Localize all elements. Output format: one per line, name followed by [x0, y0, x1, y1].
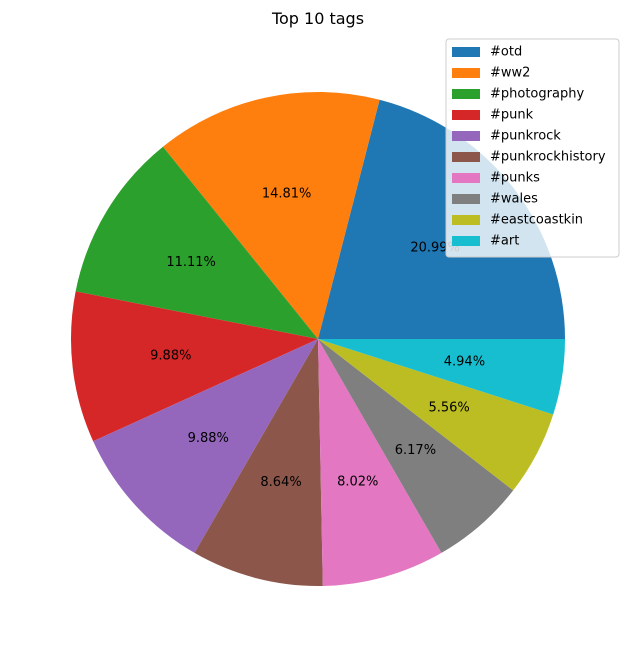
percent-label-punk: 9.88% — [150, 349, 191, 364]
legend-swatch-punk — [452, 110, 480, 120]
legend-label-wales: #wales — [490, 192, 538, 207]
percent-label-punkrockhistory: 8.64% — [260, 475, 301, 490]
legend-swatch-punkrock — [452, 131, 480, 141]
pie-slice-punkrockhistory — [194, 339, 323, 586]
pie-slice-ww2 — [162, 91, 380, 339]
legend-label-photography: #photography — [490, 87, 584, 102]
legend-swatch-punkrockhistory — [452, 152, 480, 162]
pie-slice-eastcoastkin — [318, 339, 554, 491]
legend-swatch-ww2 — [452, 68, 480, 78]
pie-slice-punk — [71, 291, 319, 442]
legend-label-punks: #punks — [490, 171, 540, 186]
pie-slice-punks — [318, 339, 442, 586]
percent-label-ww2: 14.81% — [262, 187, 312, 202]
legend-frame — [445, 38, 620, 258]
pie-slice-photography — [75, 146, 318, 339]
legend-label-punkrock: #punkrock — [490, 129, 561, 144]
legend-swatch-photography — [452, 89, 480, 99]
percent-label-punks: 8.02% — [337, 474, 378, 489]
percent-label-eastcoastkin: 5.56% — [428, 401, 469, 416]
legend-swatch-eastcoastkin — [452, 215, 480, 225]
legend: #otd #ww2 #photography #punk #punkrock #punkr… — [445, 38, 620, 258]
legend-swatch-punks — [452, 173, 480, 183]
percent-label-punkrock: 9.88% — [188, 431, 229, 446]
pie-slice-punkrock — [93, 339, 319, 553]
legend-label-punkrockhistory: #punkrockhistory — [490, 150, 606, 165]
pie-slices — [71, 91, 565, 586]
percent-label-wales: 6.17% — [395, 443, 436, 458]
percent-label-art: 4.94% — [444, 354, 485, 369]
legend-label-eastcoastkin: #eastcoastkin — [490, 213, 583, 228]
legend-swatch-wales — [452, 194, 480, 204]
legend-label-punk: #punk — [490, 108, 534, 123]
legend-label-art: #art — [490, 234, 519, 249]
legend-label-ww2: #ww2 — [490, 66, 530, 81]
chart-title: Top 10 tags — [271, 9, 364, 28]
percent-label-photography: 11.11% — [166, 255, 216, 270]
pie-slice-art — [318, 339, 565, 415]
legend-swatch-otd — [452, 47, 480, 57]
legend-label-otd: #otd — [490, 45, 522, 60]
pie-slice-otd — [318, 99, 565, 339]
pie-slice-wales — [318, 339, 514, 553]
legend-swatch-art — [452, 236, 480, 246]
